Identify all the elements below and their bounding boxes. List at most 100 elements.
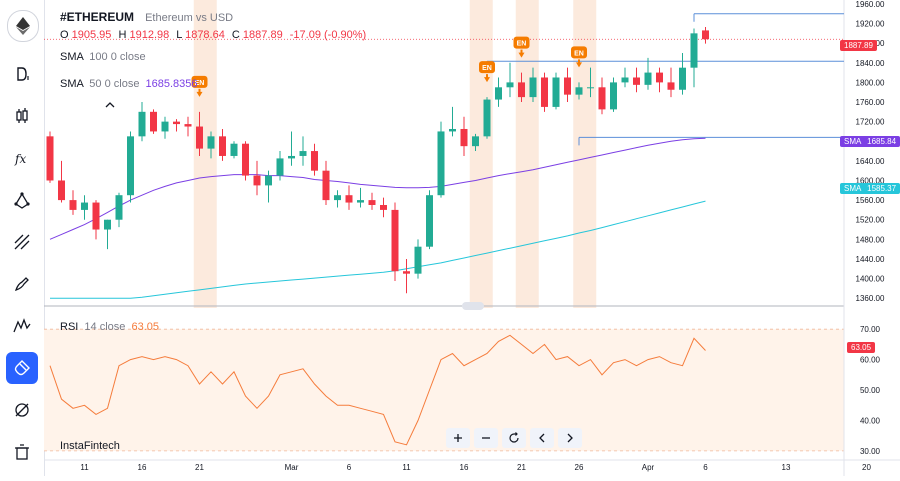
candle-body — [242, 143, 249, 176]
price-tick-label: 1720.00 — [856, 118, 885, 127]
sma50-price-tag: SMA 1685.84 — [840, 136, 900, 147]
candle-body — [196, 126, 203, 149]
candle-body — [633, 77, 640, 85]
price-tick-label: 1360.00 — [856, 294, 885, 303]
sma50-tag-label: SMA — [844, 137, 861, 146]
reset-chart-button[interactable] — [502, 428, 526, 448]
low-label: L — [176, 29, 183, 41]
ethereum-logo-icon — [7, 10, 39, 42]
indicators-tool-button[interactable]: fx — [6, 142, 38, 174]
price-tick-label: 1440.00 — [856, 255, 885, 264]
time-tick-label: 21 — [517, 463, 526, 472]
remove-tool-button[interactable] — [6, 436, 38, 468]
sma100-tag-label: SMA — [844, 184, 861, 193]
candle-body — [173, 121, 180, 125]
candle-body — [311, 151, 318, 171]
brush-icon — [14, 277, 29, 292]
event-marker-stem — [578, 59, 580, 64]
price-tick-label: 1560.00 — [856, 196, 885, 205]
time-tick-label: 6 — [347, 463, 352, 472]
candle-body — [161, 121, 169, 132]
chart-canvas[interactable]: ENENENEN1360.001400.001440.001480.001520… — [44, 0, 900, 476]
event-highlight-band — [193, 0, 217, 308]
price-tick-label: 1480.00 — [856, 235, 885, 244]
event-marker-arrow-icon — [196, 91, 203, 97]
event-marker-badge — [479, 61, 495, 74]
ohlc-legend: O 1905.95 H 1912.98 L 1878.64 C 1887.89 … — [60, 29, 366, 41]
zoom-out-button[interactable] — [474, 428, 498, 448]
chart-area[interactable]: EN EN EN EN 1360.00 1400.00 1440.00 1480.00 1520… — [44, 0, 900, 476]
change-value: -17.09 (-0.90%) — [289, 29, 367, 41]
pattern-tool-button[interactable] — [6, 310, 38, 342]
candle-body — [690, 33, 698, 68]
candle-body — [598, 87, 606, 110]
rsi-tick-label: 70.00 — [860, 325, 881, 334]
zoom-in-button[interactable] — [446, 428, 470, 448]
sma100-price-tag: SMA 1585.37 — [840, 183, 900, 194]
candle-body — [656, 72, 663, 83]
candle-body — [667, 82, 675, 90]
sma50-legend[interactable]: SMA 50 0 close 1685.8356 — [60, 78, 198, 90]
candle-body — [368, 200, 376, 206]
candle-body — [403, 271, 410, 274]
sma100-legend[interactable]: SMA 100 0 close — [60, 51, 146, 63]
fib-tool-button[interactable] — [6, 226, 38, 258]
sma50-name: SMA — [60, 78, 84, 90]
current-price-tag: 1887.89 — [840, 40, 877, 51]
symbol-name[interactable]: #ETHEREUM — [60, 10, 135, 24]
candle-body — [518, 82, 525, 98]
candle-body — [610, 82, 617, 110]
price-tick-label: 1600.00 — [856, 176, 885, 185]
symbol-legend: #ETHEREUM Ethereum vs USD — [60, 10, 233, 24]
candle-body — [150, 111, 157, 132]
brush-tool-button[interactable] — [6, 268, 38, 300]
rsi-params: 14 close — [84, 321, 126, 333]
rsi-legend[interactable]: RSI 14 close 63.05 — [60, 321, 159, 333]
candle-body — [426, 195, 433, 247]
event-marker-label: EN — [574, 50, 584, 57]
crosshair-tool-button[interactable] — [6, 58, 38, 90]
rsi-value: 63.05 — [131, 321, 159, 333]
event-marker-label: EN — [482, 65, 492, 72]
candle-body — [495, 87, 502, 100]
rsi-value-tag: 63.05 — [847, 342, 876, 353]
close-value: 1887.89 — [242, 29, 283, 41]
text-d-icon — [17, 67, 29, 81]
magnet-icon — [14, 360, 30, 376]
time-tick-label: Mar — [285, 463, 299, 472]
sma50-line — [49, 137, 706, 240]
candle-body — [322, 170, 330, 201]
candle-body — [92, 202, 100, 230]
collapse-legend-chevron-icon[interactable] — [102, 97, 118, 113]
chevron-left-icon — [539, 433, 545, 443]
candle-body — [219, 136, 226, 156]
scroll-left-button[interactable] — [530, 428, 554, 448]
plus-icon — [454, 434, 462, 442]
sma100-line — [50, 200, 706, 299]
sma100-name: SMA — [60, 51, 84, 63]
candles-tool-button[interactable] — [6, 100, 38, 132]
rsi-tick-label: 30.00 — [860, 447, 881, 456]
event-highlight-band — [469, 0, 493, 308]
fx-icon: fx — [14, 152, 26, 166]
candle-body — [460, 128, 468, 147]
high-value: 1912.98 — [129, 29, 170, 41]
fib-icon — [14, 234, 30, 250]
candle-body — [587, 87, 594, 89]
time-tick-label: 20 — [862, 463, 871, 472]
rsi-tick-label: 50.00 — [860, 386, 881, 395]
scroll-right-button[interactable] — [558, 428, 582, 448]
price-tick-label: 1640.00 — [856, 157, 885, 166]
rsi-band — [44, 329, 844, 451]
event-marker-label: EN — [195, 80, 205, 87]
minus-icon — [482, 437, 490, 439]
trend-line-tool-button[interactable] — [6, 184, 38, 216]
candle-body — [483, 99, 491, 137]
trend-line-icon — [14, 192, 30, 209]
candle-body — [575, 87, 583, 95]
hide-drawings-tool-button[interactable] — [6, 394, 38, 426]
candle-body — [529, 77, 537, 98]
magnet-tool-button[interactable] — [6, 352, 38, 384]
price-tick-label: 1400.00 — [856, 275, 885, 284]
candle-body — [299, 151, 307, 156]
